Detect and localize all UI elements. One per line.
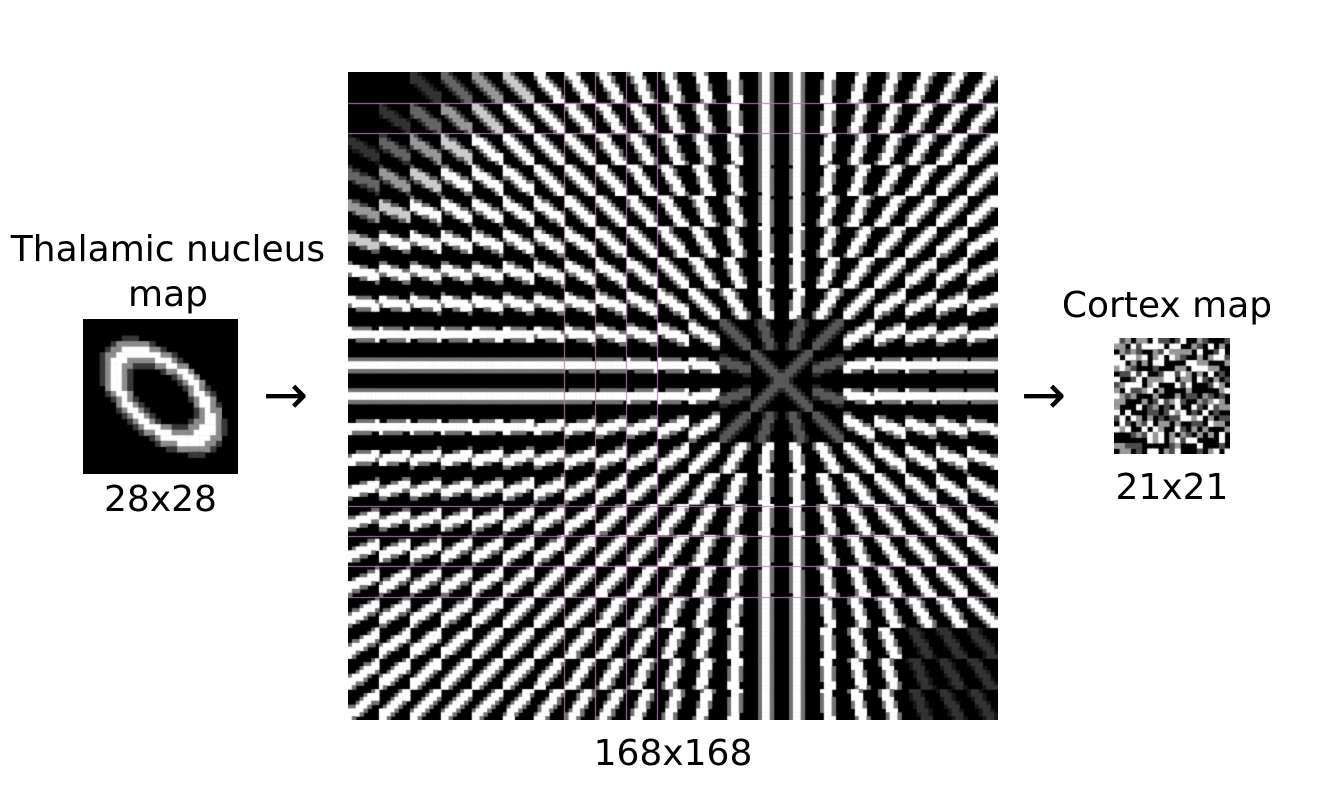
right-arrow-icon: → bbox=[1021, 363, 1067, 426]
receptive-field-map-image bbox=[348, 72, 998, 720]
middle-size-label: 168x168 bbox=[593, 733, 753, 774]
cortex-title: Cortex map bbox=[1061, 285, 1273, 326]
thalamic-map-image bbox=[83, 319, 238, 474]
right-arrow-icon: → bbox=[263, 363, 309, 426]
cortex-map-image bbox=[1114, 338, 1230, 454]
cortex-size-label: 21x21 bbox=[1115, 467, 1229, 508]
thalamic-size-label: 28x28 bbox=[104, 479, 217, 520]
thalamic-title-line2: map bbox=[128, 274, 208, 315]
thalamic-title-line1: Thalamic nucleus bbox=[10, 229, 326, 270]
